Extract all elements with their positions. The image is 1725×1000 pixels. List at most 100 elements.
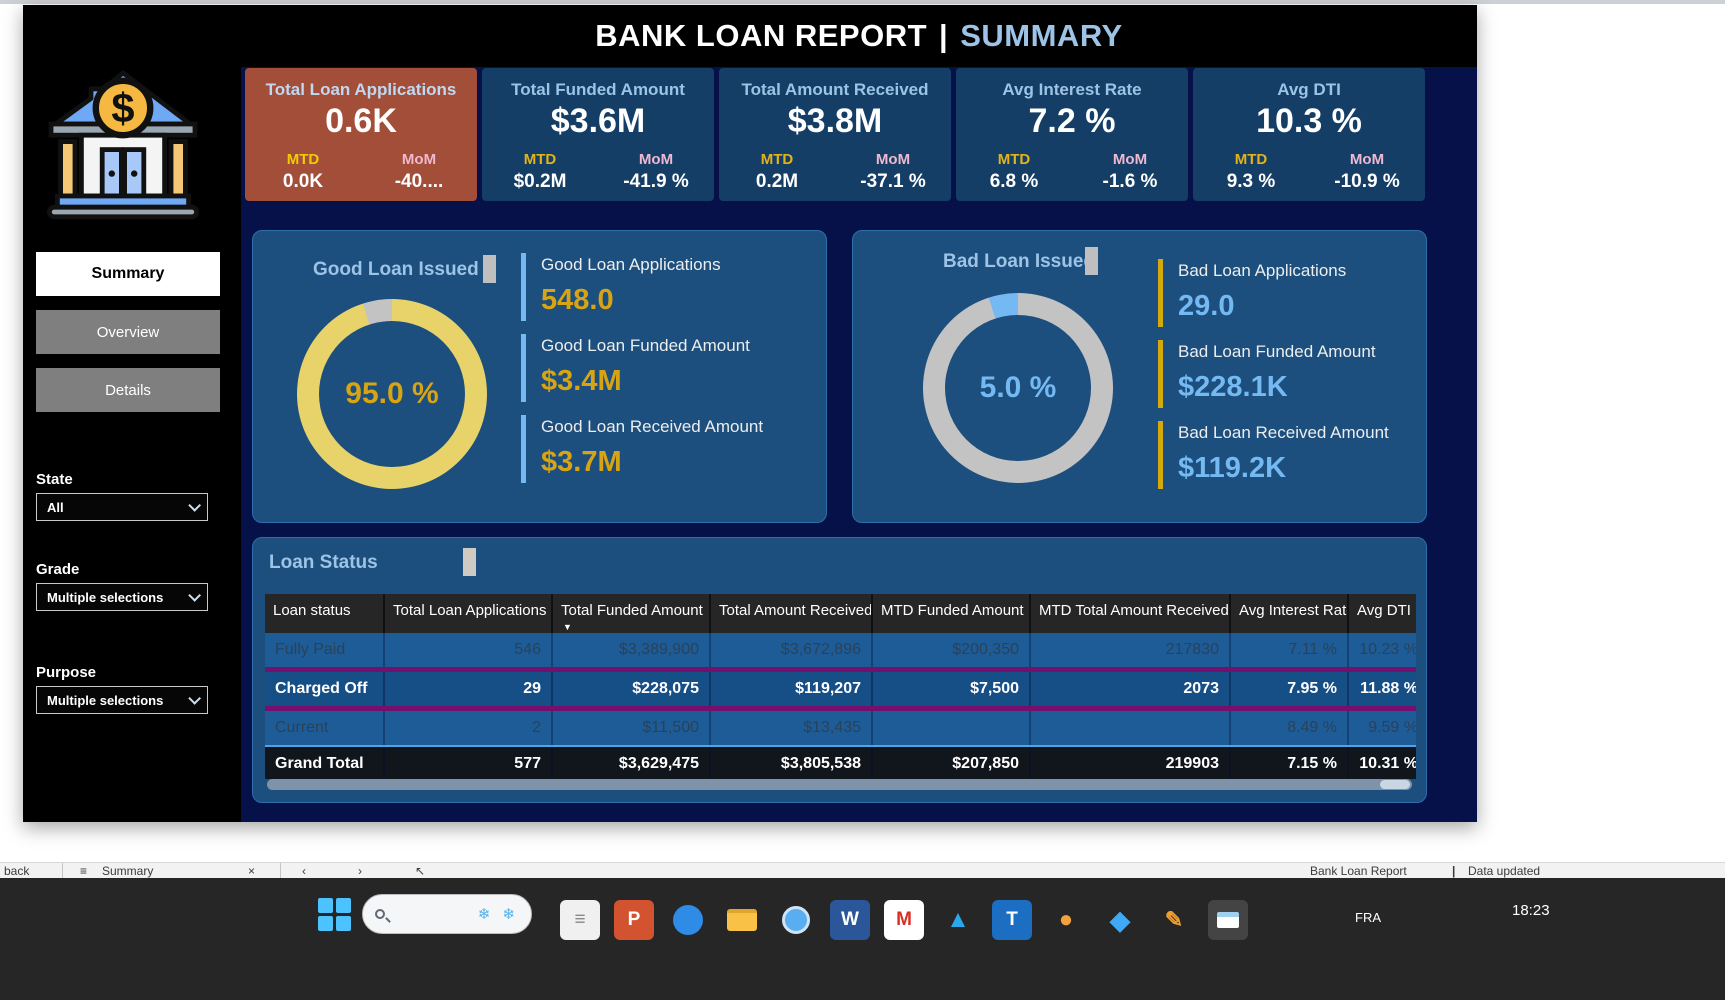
grade-filter-dropdown[interactable]: Multiple selections	[36, 583, 208, 611]
bad-loan-donut-chart[interactable]: 5.0 %	[923, 293, 1113, 483]
next-page-icon[interactable]: ›	[358, 864, 362, 878]
page-title: BANK LOAN REPORT | SUMMARY	[241, 5, 1477, 67]
good-loan-percent: 95.0 %	[345, 377, 439, 410]
person-app-icon[interactable]: ●	[1058, 906, 1074, 933]
kpi-value: 0.6K	[325, 102, 397, 140]
data-updated-status: Data updated	[1468, 864, 1541, 878]
good-loan-applications-stat: Good Loan Applications 548.0	[521, 253, 816, 321]
col-mtd-total-amount-received[interactable]: MTD Total Amount Received	[1029, 594, 1229, 633]
footer-divider	[62, 863, 63, 879]
stat-value: $3.7M	[541, 446, 622, 478]
mom-label: MoM	[1349, 151, 1385, 168]
row-separator	[265, 667, 1416, 672]
notepad-icon[interactable]: ≡	[560, 900, 600, 940]
table-horizontal-scrollbar[interactable]	[267, 779, 1412, 790]
hamburger-icon[interactable]: ≡	[80, 864, 88, 878]
good-loan-donut-chart[interactable]: 95.0 %	[297, 299, 487, 489]
edge-browser-icon[interactable]	[668, 900, 708, 940]
cursor-icon: ↖	[415, 864, 426, 878]
kpi-total-loan-applications[interactable]: Total Loan Applications 0.6K MTD 0.0K Mo…	[245, 68, 477, 201]
powerpoint-icon[interactable]: P	[614, 900, 654, 940]
kpi-label: Total Funded Amount	[511, 80, 685, 99]
stat-value: $3.4M	[541, 365, 622, 397]
mtd-label: MTD	[997, 151, 1031, 168]
kpi-label: Total Loan Applications	[265, 80, 457, 99]
stat-label: Bad Loan Applications	[1178, 261, 1347, 280]
kpi-avg-dti[interactable]: Avg DTI 10.3 % MTD 9.3 % MoM -10.9 %	[1193, 68, 1425, 201]
nav-summary-button[interactable]: Summary	[36, 252, 220, 296]
tab-close-icon[interactable]: ×	[248, 864, 256, 878]
report-title: BANK LOAN REPORT	[595, 18, 928, 53]
table-row-current[interactable]: Current 2 $11,500 $13,435 8.49 % 9.59 %	[265, 711, 1416, 745]
table-row-grand-total[interactable]: Grand Total 577 $3,629,475 $3,805,538 $207…	[265, 745, 1416, 779]
col-loan-status[interactable]: Loan status	[273, 602, 351, 619]
stat-label: Good Loan Funded Amount	[541, 336, 750, 355]
col-total-loan-applications[interactable]: Total Loan Applications	[383, 594, 551, 633]
table-row-fully-paid[interactable]: Fully Paid 546 $3,389,900 $3,672,896 $200,…	[265, 633, 1416, 667]
nav-overview-button[interactable]: Overview	[36, 310, 220, 354]
bad-loan-percent: 5.0 %	[979, 371, 1057, 404]
kpi-total-amount-received[interactable]: Total Amount Received $3.8M MTD 0.2M MoM…	[719, 68, 951, 201]
kpi-label: Avg Interest Rate	[1002, 80, 1142, 99]
footer-divider	[280, 863, 281, 879]
keyboard-language-indicator[interactable]: FRA	[1355, 910, 1381, 925]
loan-status-panel: Loan Status Loan status Total Loan Appli…	[252, 537, 1427, 803]
good-loan-funded-stat: Good Loan Funded Amount $3.4M	[521, 334, 816, 402]
table-header-row[interactable]: Loan status Total Loan Applications Tota…	[265, 594, 1416, 633]
row-separator	[265, 706, 1416, 711]
active-window-icon[interactable]	[1208, 900, 1248, 940]
kpi-avg-interest-rate[interactable]: Avg Interest Rate 7.2 % MTD 6.8 % MoM -1…	[956, 68, 1188, 201]
bank-logo-icon: $	[47, 70, 199, 220]
mtd-value: $0.2M	[513, 171, 567, 192]
mom-value: -1.6 %	[1102, 171, 1158, 192]
col-avg-dti[interactable]: Avg DTI	[1347, 594, 1416, 633]
bad-loan-received-stat: Bad Loan Received Amount $119.2K	[1158, 421, 1453, 489]
mtd-label: MTD	[523, 151, 557, 168]
mom-value: -10.9 %	[1334, 171, 1400, 192]
table-row-charged-off[interactable]: Charged Off 29 $228,075 $119,207 $7,500 207…	[265, 672, 1416, 706]
snowflake-icons: ❄ ❄	[477, 906, 519, 923]
word-icon[interactable]: W	[830, 900, 870, 940]
loan-status-title: Loan Status	[269, 552, 378, 573]
stat-value: $228.1K	[1178, 371, 1288, 403]
telegram-icon[interactable]: ▲	[946, 906, 970, 933]
purpose-filter-value: Multiple selections	[47, 692, 164, 708]
gmail-icon[interactable]: M	[884, 900, 924, 940]
mom-value: -37.1 %	[860, 171, 926, 192]
col-total-amount-received[interactable]: Total Amount Received	[709, 594, 871, 633]
powerbi-app-icon[interactable]: ◆	[1110, 904, 1130, 935]
col-total-funded-amount[interactable]: Total Funded Amount ▼	[551, 594, 709, 633]
col-mtd-funded-amount[interactable]: MTD Funded Amount	[871, 594, 1029, 633]
taskbar-search-input[interactable]: ❄ ❄	[362, 894, 532, 934]
mom-label: MoM	[638, 151, 674, 168]
teams-icon[interactable]: T	[992, 900, 1032, 940]
loan-status-table: Loan status Total Loan Applications Tota…	[265, 594, 1416, 779]
pen-app-icon[interactable]: ✎	[1164, 907, 1184, 932]
page-section-title: SUMMARY	[960, 18, 1123, 53]
bad-loan-funded-stat: Bad Loan Funded Amount $228.1K	[1158, 340, 1453, 408]
col-avg-interest-rate[interactable]: Avg Interest Rate	[1229, 594, 1347, 633]
purpose-filter-dropdown[interactable]: Multiple selections	[36, 686, 208, 714]
kpi-value: 7.2 %	[1028, 102, 1116, 140]
state-filter-dropdown[interactable]: All	[36, 493, 208, 521]
bad-loan-panel: Bad Loan Issued 5.0 % Bad Loan Applicati…	[852, 230, 1427, 523]
chrome-browser-icon[interactable]	[776, 900, 816, 940]
mom-label: MoM	[1112, 151, 1148, 168]
svg-text:$: $	[111, 84, 134, 131]
clock[interactable]: 18:23	[1512, 902, 1550, 919]
kpi-total-funded-amount[interactable]: Total Funded Amount $3.6M MTD $0.2M MoM …	[482, 68, 714, 201]
folder-icon[interactable]	[722, 900, 762, 940]
kpi-value: $3.8M	[787, 102, 883, 140]
prev-page-icon[interactable]: ‹	[302, 864, 306, 878]
good-loan-panel: Good Loan Issued 95.0 % Good Loan Applic…	[252, 230, 827, 523]
nav-details-button[interactable]: Details	[36, 368, 220, 412]
slicer-bar-icon	[1085, 247, 1098, 275]
report-name: Bank Loan Report	[1310, 864, 1407, 878]
back-button[interactable]: back	[4, 864, 30, 878]
chevron-down-icon	[188, 691, 201, 705]
stat-value: 548.0	[541, 284, 614, 316]
start-button[interactable]	[318, 898, 352, 932]
windows-taskbar: ❄ ❄ ≡ P W M ▲ T ● ◆ ✎ FRA 18:23	[0, 878, 1725, 1000]
page-tab-summary[interactable]: Summary	[102, 864, 154, 878]
sidebar: $ Summary Overview Details State All Gra…	[23, 5, 241, 822]
